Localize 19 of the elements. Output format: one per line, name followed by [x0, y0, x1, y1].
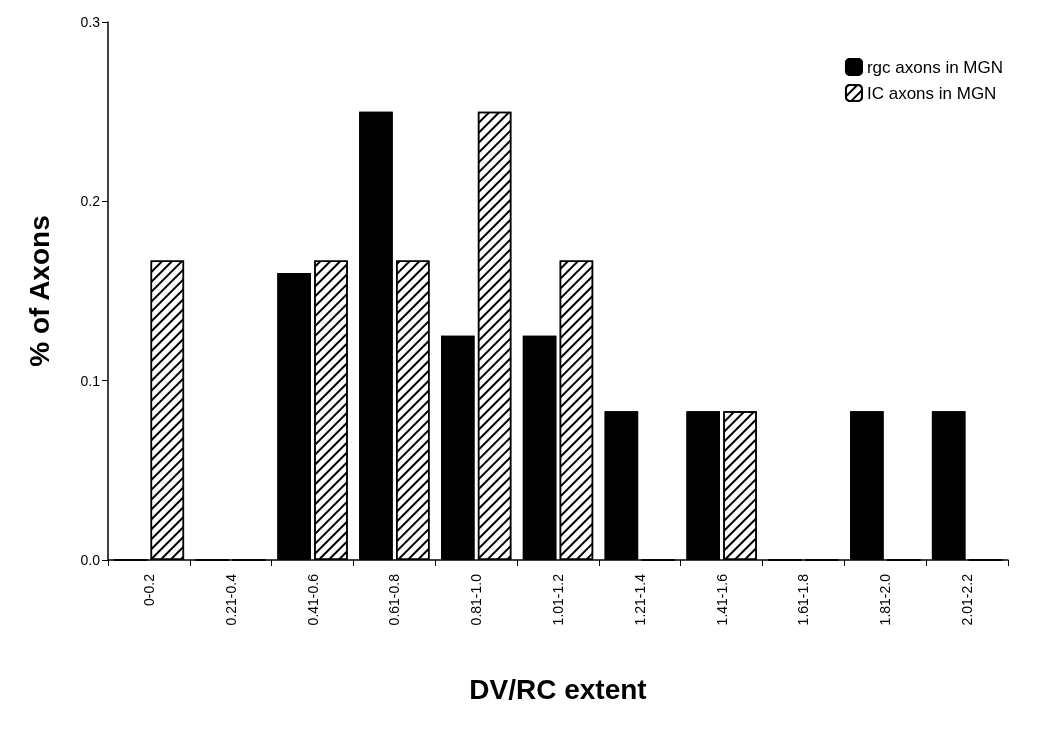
x-tick-label: 1.41-1.6 — [713, 573, 730, 626]
x-tick-label: 2.01-2.2 — [959, 573, 976, 626]
y-tick-label: 0.0 — [80, 552, 101, 568]
legend-label: rgc axons in MGN — [866, 57, 1004, 77]
y-axis-title: % of Axons — [23, 215, 55, 367]
x-tick-label: 1.21-1.4 — [631, 573, 648, 626]
legend-label: IC axons in MGN — [866, 83, 997, 103]
x-tick-label: 0.41-0.6 — [304, 573, 321, 626]
x-tick-label: 0-0.2 — [140, 573, 157, 606]
y-tick-label: 0.1 — [80, 372, 101, 389]
y-tick-label: 0.2 — [80, 193, 101, 210]
x-tick-label: 0.21-0.4 — [222, 573, 239, 626]
x-tick-label: 0.61-0.8 — [386, 573, 403, 626]
x-tick-label: 1.01-1.2 — [550, 573, 566, 626]
x-tick-label: 1.61-1.8 — [795, 573, 812, 626]
y-tick-label: 0.3 — [80, 14, 101, 30]
x-tick-label: 0.81-1.0 — [468, 573, 485, 626]
x-tick-label: 1.81-2.0 — [877, 573, 894, 626]
x-axis-title: DV/RC extent — [469, 673, 647, 705]
